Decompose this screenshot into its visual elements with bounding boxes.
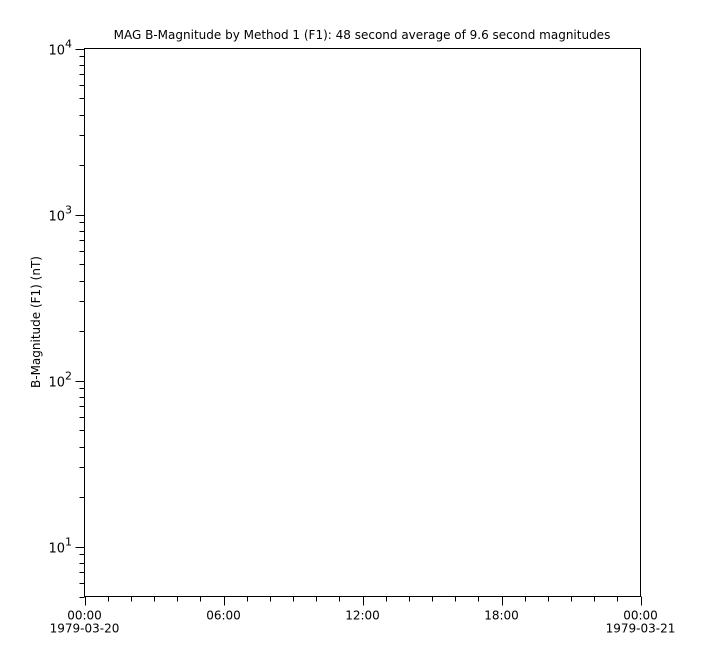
x-tick-date: 1979-03-21: [606, 622, 676, 636]
y-tick-label: 103: [49, 204, 73, 225]
plot-area: [84, 48, 641, 597]
y-tick-label: 102: [49, 370, 73, 391]
y-axis: 101 102 103 104: [49, 38, 85, 598]
y-tick-label: 104: [49, 38, 73, 59]
x-tick-label: 12:00: [345, 609, 380, 623]
x-tick-date: 1979-03-20: [50, 622, 120, 636]
x-tick-label: 00:00: [623, 609, 658, 623]
y-tick-label: 101: [49, 536, 73, 557]
y-axis-label: B-Magnitude (F1) (nT): [29, 256, 43, 388]
chart-title: MAG B-Magnitude by Method 1 (F1): 48 sec…: [114, 28, 611, 42]
x-tick-label: 06:00: [206, 609, 241, 623]
x-tick-label: 00:00: [67, 609, 102, 623]
x-tick-label: 18:00: [484, 609, 519, 623]
